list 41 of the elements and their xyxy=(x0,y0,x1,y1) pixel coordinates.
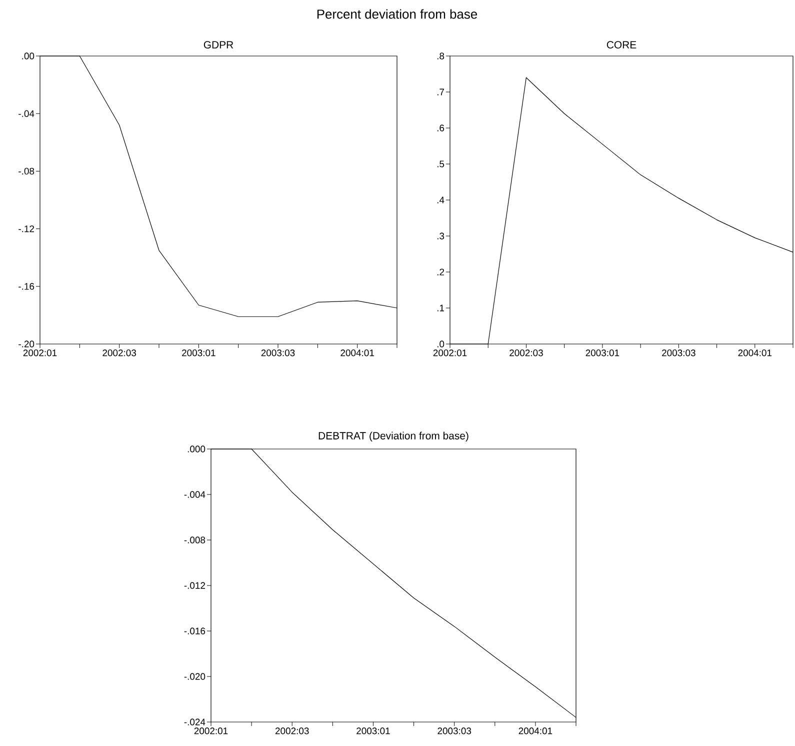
y-tick-label: .5 xyxy=(437,160,444,168)
y-tick-label: -.20 xyxy=(18,340,34,348)
y-tick-label: -.16 xyxy=(18,283,34,290)
y-tick-label: .2 xyxy=(437,268,444,276)
x-tick-label: 2002:03 xyxy=(102,350,136,356)
x-tick-label: 2002:03 xyxy=(275,728,309,734)
y-tick-label: -.004 xyxy=(184,491,206,498)
y-tick-label: .4 xyxy=(437,196,444,204)
y-tick-label: -.12 xyxy=(18,225,34,232)
chart-title: DEBTRAT (Deviation from base) xyxy=(318,432,468,442)
x-tick-label: 2002:01 xyxy=(194,728,228,734)
x-tick-label: 2003:01 xyxy=(586,350,620,356)
y-tick-label: -.008 xyxy=(184,536,206,544)
x-tick-label: 2003:01 xyxy=(356,728,390,734)
y-tick-label: -.04 xyxy=(18,110,34,117)
y-tick-label: .6 xyxy=(437,124,444,132)
y-tick-label: -.08 xyxy=(18,168,34,175)
x-tick-label: 2003:01 xyxy=(182,350,216,356)
y-tick-label: .1 xyxy=(437,304,444,312)
x-tick-label: 2003:03 xyxy=(662,350,696,356)
x-tick-label: 2004:01 xyxy=(518,728,552,734)
y-tick-label: .00 xyxy=(22,52,34,60)
x-tick-label: 2002:01 xyxy=(23,350,57,356)
y-tick-label: .000 xyxy=(188,446,206,452)
y-tick-label: .8 xyxy=(437,52,444,60)
x-tick-label: 2002:03 xyxy=(510,350,543,356)
x-tick-label: 2003:03 xyxy=(261,350,295,356)
x-tick-label: 2004:01 xyxy=(738,350,772,356)
y-tick-label: -.012 xyxy=(184,582,206,589)
y-tick-label: -.016 xyxy=(184,628,206,634)
y-tick-label: .3 xyxy=(437,232,444,240)
y-tick-label: -.024 xyxy=(184,718,206,726)
y-tick-label: -.020 xyxy=(184,673,206,680)
x-tick-label: 2004:01 xyxy=(340,350,374,356)
y-tick-label: .7 xyxy=(437,88,444,96)
y-tick-label: .0 xyxy=(437,340,444,348)
x-tick-label: 2002:01 xyxy=(433,350,467,356)
chart-title: CORE xyxy=(606,41,636,49)
chart-title: GDPR xyxy=(204,41,234,49)
text: Percent deviation from base xyxy=(317,9,478,19)
x-tick-label: 2003:03 xyxy=(438,728,472,734)
